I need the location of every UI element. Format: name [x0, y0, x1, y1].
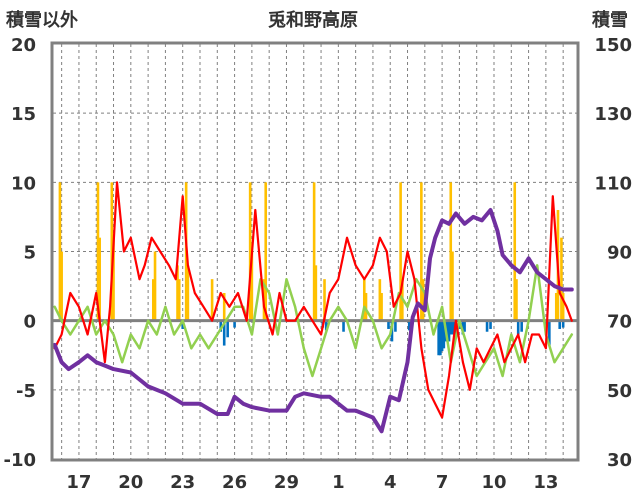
x-tick-label: 29	[274, 472, 299, 493]
precipitation-bar	[152, 279, 155, 321]
precipitation-bar	[380, 293, 383, 321]
precipitation-bar	[250, 251, 254, 321]
precipitation-bar	[312, 182, 316, 321]
y-left-tick-label: 10	[11, 173, 36, 194]
x-ticks: 17 20 23 26 29 1 4 7 10 13	[66, 472, 558, 493]
y-left-label: 積雪以外	[5, 9, 78, 31]
x-tick-label: 10	[481, 472, 506, 493]
precipitation-bar	[314, 265, 318, 321]
snow-change-bar	[222, 320, 226, 346]
precipitation-bar	[153, 251, 157, 321]
y-left-tick-label: 15	[11, 104, 36, 125]
temperature-min-line	[53, 264, 574, 378]
y-right-tick-label: 150	[594, 35, 632, 56]
snow-change-bar	[445, 320, 449, 342]
x-tick-label: 17	[66, 472, 91, 493]
snow-change-bar	[233, 320, 236, 328]
precipitation-bar	[515, 279, 518, 321]
snow-change-bar	[440, 320, 444, 352]
y-left-tick-label: 20	[11, 35, 36, 56]
x-tick-label: 1	[332, 472, 345, 493]
y-right-tick-label: 110	[594, 173, 632, 194]
precipitation-bar	[176, 265, 179, 321]
precipitation-bar	[110, 182, 114, 321]
precipitation-bar	[264, 182, 268, 321]
precipitation-bar	[420, 182, 423, 321]
precipitation-bar	[399, 182, 402, 321]
precipitation-bar	[248, 182, 252, 321]
precipitation-bar	[554, 293, 558, 321]
chart-title: 兎和野高原	[268, 9, 358, 31]
temperature-max-line	[53, 181, 573, 419]
snow-change-bar	[219, 320, 223, 332]
x-tick-label: 13	[533, 472, 558, 493]
precipitation-bar	[449, 182, 453, 321]
precipitation-bar	[60, 251, 63, 321]
snow-change-bar	[485, 320, 489, 332]
snow-change-bar	[342, 320, 345, 332]
snow-change-bar	[437, 320, 440, 356]
snow-change-bar	[561, 320, 565, 328]
precipitation-bar	[364, 293, 368, 321]
y-left-tick-label: 5	[23, 243, 36, 264]
precipitation-bar	[177, 279, 181, 321]
snow-change-bar	[548, 320, 551, 346]
precipitation-bar	[421, 279, 425, 321]
x-tick-label: 4	[384, 472, 397, 493]
snow-change-bar	[407, 320, 411, 331]
precipitation-bar	[362, 279, 366, 321]
y-right-tick-label: 50	[607, 381, 632, 402]
y-right-label: 積雪	[591, 9, 628, 31]
precipitation-bar	[378, 279, 382, 321]
snow-change-bar	[520, 320, 523, 332]
snow-change-bar	[451, 320, 454, 335]
precipitation-bar	[98, 237, 101, 321]
precipitation-bar	[560, 237, 563, 321]
snow-change-bar	[447, 320, 451, 342]
precipitation-bar	[58, 182, 62, 321]
snow-change-bar	[324, 320, 328, 331]
line-series	[52, 181, 577, 434]
y-left-tick-label: -10	[3, 450, 36, 471]
plot-frame	[50, 41, 580, 462]
precipitation-bar	[222, 293, 226, 321]
y-left-tick-label: -5	[16, 381, 36, 402]
snow-change-bar	[226, 320, 229, 338]
bar-series	[58, 182, 565, 356]
precipitation-bar	[112, 237, 115, 321]
x-tick-label: 26	[222, 472, 247, 493]
x-tick-label: 20	[118, 472, 143, 493]
y-left-ticks: 20 15 10 5 0 -5 -10	[3, 35, 36, 471]
precipitation-bar	[561, 293, 565, 321]
y-right-tick-label: 90	[607, 243, 632, 264]
snow-change-bar	[439, 320, 442, 356]
snow-change-bar	[442, 320, 446, 349]
y-right-ticks: 150 130 110 90 70 50 30	[594, 35, 632, 471]
snow-change-bar	[558, 320, 562, 329]
precipitation-bar	[451, 251, 454, 321]
snow-change-bar	[449, 320, 453, 335]
snow-change-bar	[463, 320, 466, 332]
snow-change-bar	[394, 320, 397, 332]
precipitation-bar	[323, 279, 326, 321]
precipitation-bar	[513, 182, 517, 321]
y-right-tick-label: 130	[594, 104, 632, 125]
x-tick-label: 23	[170, 472, 195, 493]
snow-change-bar	[489, 320, 492, 329]
precipitation-bar	[96, 182, 100, 321]
y-right-tick-label: 70	[607, 312, 632, 333]
precipitation-bar	[210, 279, 214, 321]
snow-change-bar	[516, 320, 520, 335]
precipitation-bar	[186, 265, 190, 321]
snow-change-bar	[461, 320, 465, 335]
x-tick-label: 7	[436, 472, 449, 493]
snow-change-bar	[387, 320, 390, 329]
y-left-tick-label: 0	[23, 312, 36, 333]
snow-depth-line	[52, 208, 574, 434]
y-right-tick-label: 30	[607, 450, 632, 471]
